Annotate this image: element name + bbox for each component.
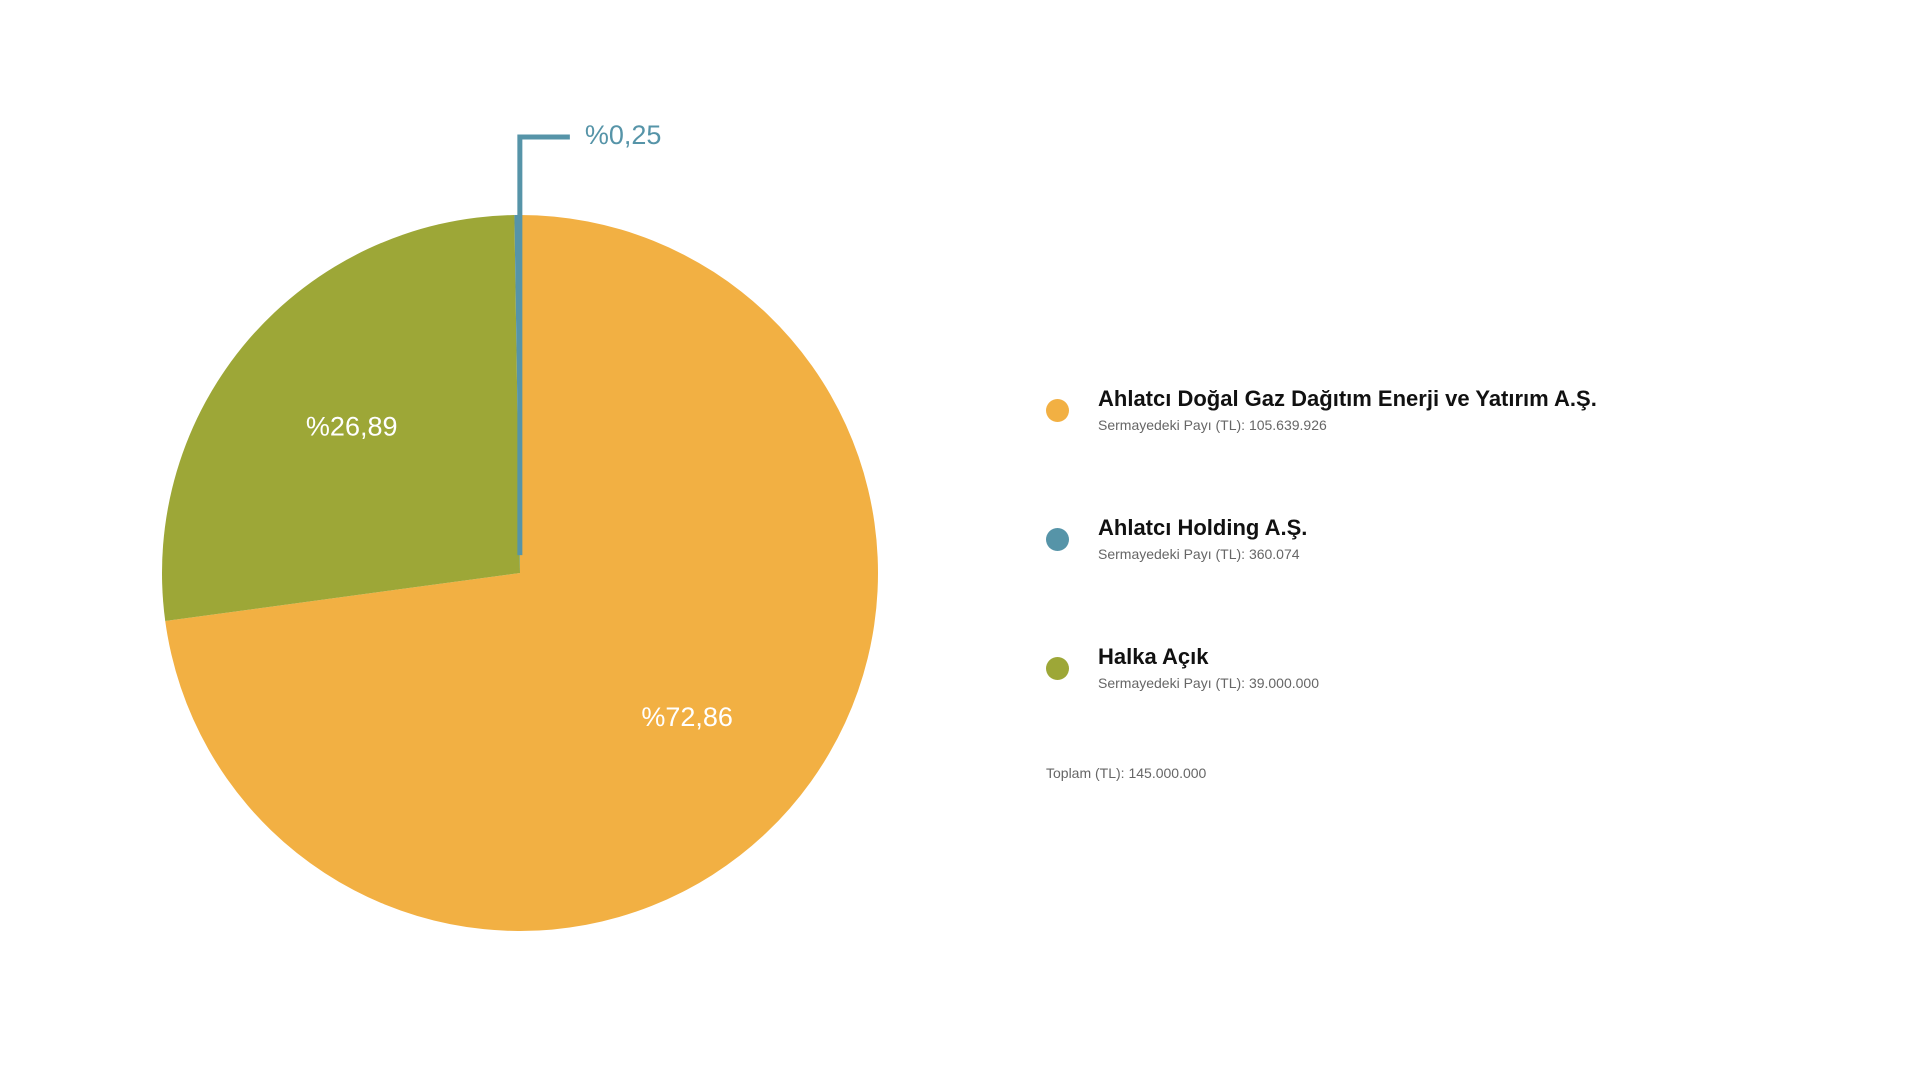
legend-share: Sermayedeki Payı (TL): 360.074	[1098, 546, 1300, 562]
legend-item-ahlatci-holding: Ahlatcı Holding A.Ş. Sermayedeki Payı (T…	[1046, 513, 1866, 642]
legend-share: Sermayedeki Payı (TL): 105.639.926	[1098, 417, 1327, 433]
legend-name: Ahlatcı Doğal Gaz Dağıtım Enerji ve Yatı…	[1098, 386, 1597, 411]
slice-label-halka-acik: %26,89	[306, 411, 398, 441]
legend-item-ahlatci-dogal-gaz: Ahlatcı Doğal Gaz Dağıtım Enerji ve Yatı…	[1046, 384, 1866, 513]
legend-item-halka-acik: Halka Açık Sermayedeki Payı (TL): 39.000…	[1046, 642, 1866, 771]
slice-label-ahlatci-dogal-gaz-dagitim-enerji-ve-yatirim-a-s: %72,86	[641, 702, 733, 732]
legend-dot-halka-acik	[1046, 657, 1069, 680]
legend-dot-ahlatci-dogal-gaz	[1046, 399, 1069, 422]
legend-name: Halka Açık	[1098, 644, 1209, 669]
total-capital: Toplam (TL): 145.000.000	[1046, 765, 1207, 781]
callout-line-ahlatci-holding-a-s	[517, 134, 570, 556]
legend-share: Sermayedeki Payı (TL): 39.000.000	[1098, 675, 1320, 691]
legend-dot-ahlatci-holding	[1046, 528, 1069, 551]
legend: Ahlatcı Doğal Gaz Dağıtım Enerji ve Yatı…	[1046, 384, 1866, 771]
pie-slice-halka-acik	[162, 215, 521, 621]
legend-name: Ahlatcı Holding A.Ş.	[1098, 515, 1308, 540]
callout-label-ahlatci-holding-a-s: %0,25	[585, 120, 662, 150]
pie-slice-ahlatci-dogal-gaz-dagitim-enerji-ve-yatirim-a-s	[165, 215, 879, 932]
pie-labels: %72,86 %26,89 %0,25	[306, 120, 733, 732]
pie-slices	[162, 215, 879, 932]
